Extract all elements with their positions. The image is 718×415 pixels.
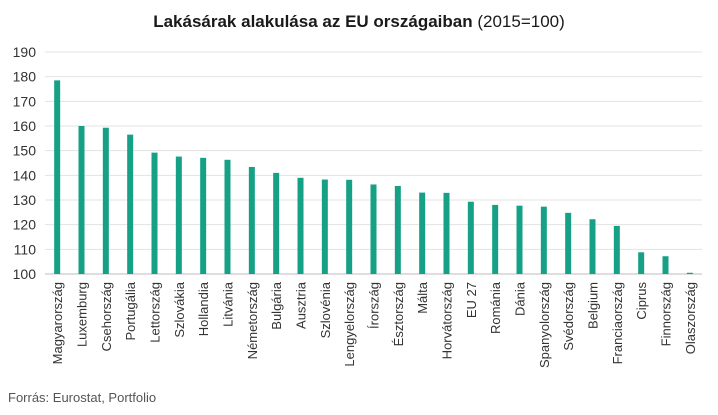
y-tick-label: 190 — [13, 44, 37, 60]
bar — [565, 212, 572, 274]
x-tick-label: Svédország — [561, 282, 576, 351]
bar — [127, 134, 134, 274]
x-tick-label: Magyarország — [50, 282, 65, 364]
x-tick-label: Olaszország — [683, 282, 698, 354]
chart-title-subtitle: (2015=100) — [477, 12, 565, 31]
x-tick-label: Ciprus — [634, 282, 649, 320]
x-tick-label: Szlovákia — [172, 281, 187, 337]
y-tick-label: 180 — [13, 69, 37, 85]
x-tick-label: Málta — [415, 281, 430, 314]
bar — [102, 127, 109, 274]
bar — [540, 206, 547, 274]
y-tick-label: 170 — [13, 93, 37, 109]
bar — [443, 192, 450, 274]
bar — [589, 219, 596, 274]
y-tick-label: 120 — [13, 217, 37, 233]
bar — [297, 177, 304, 274]
x-tick-label: Szlovénia — [318, 281, 333, 338]
bar — [394, 185, 401, 274]
x-tick-label: Dánia — [513, 281, 528, 316]
x-tick-label: Spanyolország — [537, 282, 552, 368]
bar — [200, 157, 207, 274]
bar — [467, 201, 474, 274]
bar — [273, 172, 280, 274]
y-tick-label: 100 — [13, 266, 37, 282]
bar — [346, 179, 353, 274]
y-tick-label: 110 — [14, 241, 37, 257]
y-axis-ticks: 100 110 120 130 140 150 160 170 180 190 — [13, 44, 37, 282]
x-tick-label: Németország — [245, 282, 260, 359]
x-axis-labels: Magyarország Luxemburg Csehország Portugáli… — [50, 281, 698, 368]
bar — [492, 204, 499, 274]
bar — [686, 272, 693, 274]
bar — [54, 80, 61, 274]
bar — [613, 225, 620, 274]
x-tick-label: Írország — [367, 282, 382, 329]
y-tick-label: 150 — [13, 143, 37, 159]
x-tick-label: Észtország — [391, 282, 406, 346]
bar — [248, 166, 255, 274]
x-tick-label: Románia — [488, 281, 503, 334]
x-tick-label: Csehország — [99, 282, 114, 351]
bar — [321, 179, 328, 274]
x-tick-label: Portugália — [123, 281, 138, 340]
x-tick-label: Lettország — [148, 282, 163, 343]
x-tick-label: EU 27 — [464, 282, 479, 318]
bar — [516, 205, 523, 274]
x-tick-label: Franciaország — [610, 282, 625, 364]
bar — [662, 256, 669, 274]
bar — [224, 159, 231, 274]
bars — [54, 80, 693, 274]
x-tick-label: Hollandia — [196, 281, 211, 336]
x-tick-label: Litvánia — [221, 281, 236, 327]
x-tick-label: Ausztria — [294, 281, 309, 329]
y-tick-label: 130 — [13, 192, 37, 208]
y-tick-label: 160 — [13, 118, 37, 134]
x-tick-label: Finnország — [659, 282, 674, 346]
bar — [419, 192, 426, 274]
chart-title: Lakásárak alakulása az EU országaiban (2… — [0, 12, 718, 32]
chart-title-main: Lakásárak alakulása az EU országaiban — [153, 12, 473, 31]
x-tick-label: Horvátország — [440, 282, 455, 359]
bar — [78, 126, 85, 274]
source-note: Forrás: Eurostat, Portfolio — [8, 390, 157, 405]
y-tick-label: 140 — [13, 167, 37, 183]
bar — [151, 152, 158, 274]
bar — [638, 252, 645, 274]
x-tick-label: Belgium — [586, 282, 601, 329]
x-tick-label: Bulgária — [269, 281, 284, 329]
x-tick-label: Lengyelország — [342, 282, 357, 367]
bar — [370, 184, 377, 274]
bar — [175, 156, 182, 274]
x-tick-label: Luxemburg — [75, 282, 90, 347]
